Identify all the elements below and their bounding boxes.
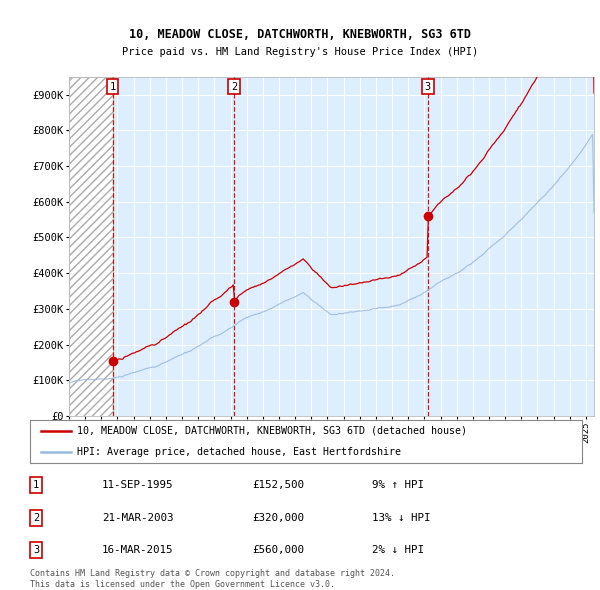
Text: 9% ↑ HPI: 9% ↑ HPI <box>372 480 424 490</box>
Text: 11-SEP-1995: 11-SEP-1995 <box>102 480 173 490</box>
Text: 1: 1 <box>33 480 39 490</box>
Text: 2: 2 <box>33 513 39 523</box>
Text: Price paid vs. HM Land Registry's House Price Index (HPI): Price paid vs. HM Land Registry's House … <box>122 47 478 57</box>
Text: 2: 2 <box>231 82 237 92</box>
Text: 13% ↓ HPI: 13% ↓ HPI <box>372 513 431 523</box>
Text: 16-MAR-2015: 16-MAR-2015 <box>102 545 173 555</box>
Text: £320,000: £320,000 <box>252 513 304 523</box>
Text: 21-MAR-2003: 21-MAR-2003 <box>102 513 173 523</box>
Text: £560,000: £560,000 <box>252 545 304 555</box>
Text: HPI: Average price, detached house, East Hertfordshire: HPI: Average price, detached house, East… <box>77 447 401 457</box>
Text: 10, MEADOW CLOSE, DATCHWORTH, KNEBWORTH, SG3 6TD (detached house): 10, MEADOW CLOSE, DATCHWORTH, KNEBWORTH,… <box>77 426 467 436</box>
Text: Contains HM Land Registry data © Crown copyright and database right 2024.
This d: Contains HM Land Registry data © Crown c… <box>30 569 395 589</box>
Text: 3: 3 <box>425 82 431 92</box>
Text: 1: 1 <box>109 82 116 92</box>
Text: £152,500: £152,500 <box>252 480 304 490</box>
Text: 2% ↓ HPI: 2% ↓ HPI <box>372 545 424 555</box>
Text: 10, MEADOW CLOSE, DATCHWORTH, KNEBWORTH, SG3 6TD: 10, MEADOW CLOSE, DATCHWORTH, KNEBWORTH,… <box>129 28 471 41</box>
Text: 3: 3 <box>33 545 39 555</box>
Bar <box>69 77 113 416</box>
